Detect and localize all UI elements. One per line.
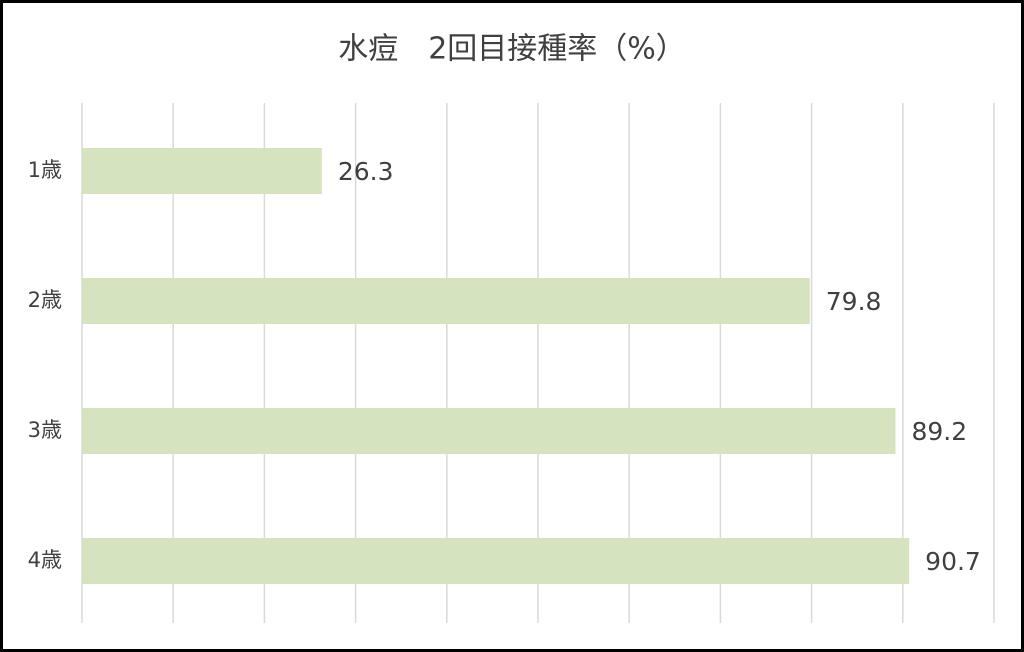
bar [82,148,322,194]
chart-title: 水痘 2回目接種率（%） [338,32,686,67]
y-tick-label: 3歳 [28,418,62,442]
data-label: 89.2 [912,417,968,446]
data-label: 79.8 [826,287,882,316]
bar [82,408,896,454]
data-label: 26.3 [338,157,394,186]
y-tick-label: 2歳 [28,288,62,312]
y-tick-label: 4歳 [28,548,62,572]
bar [82,278,810,324]
y-tick-label: 1歳 [28,158,62,182]
data-label: 90.7 [925,547,981,576]
bar [82,538,910,584]
